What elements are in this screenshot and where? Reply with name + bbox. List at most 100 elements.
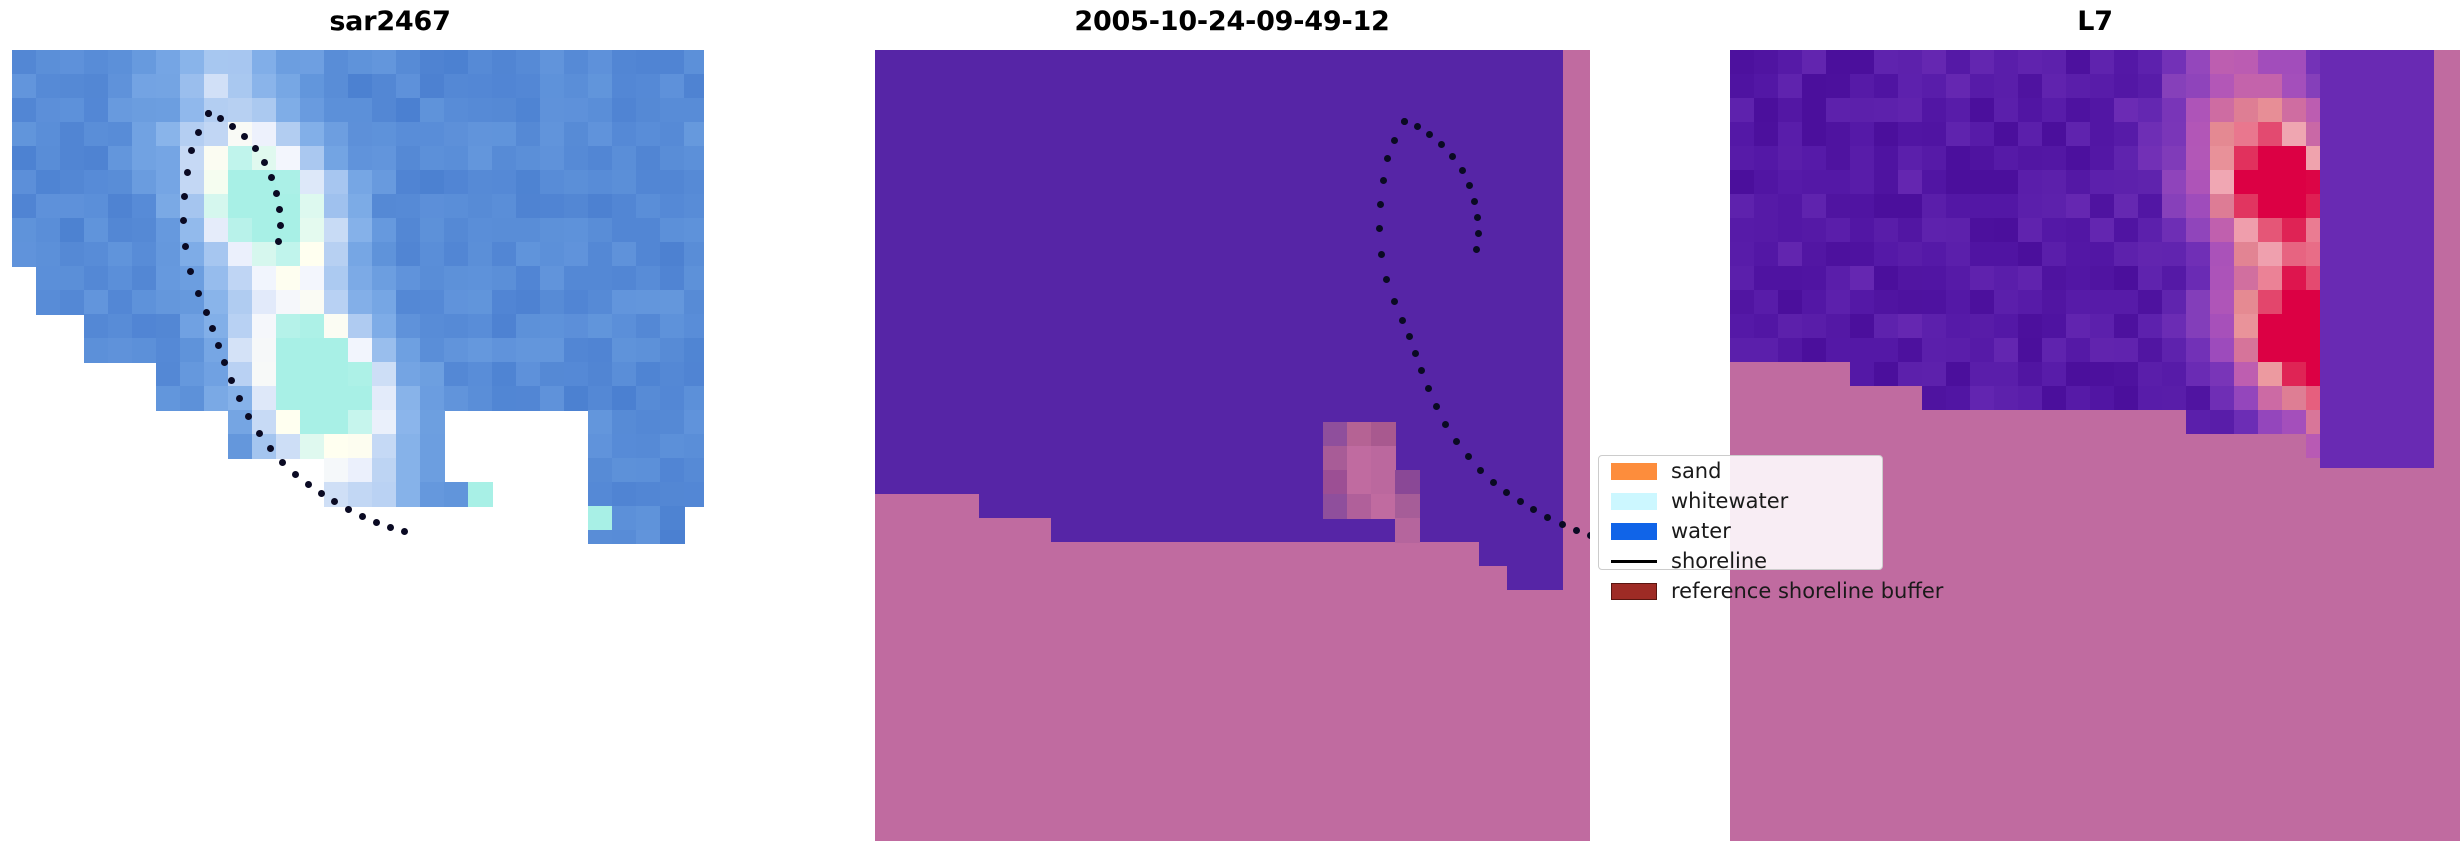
raster-cell (2042, 98, 2067, 123)
raster-cell (684, 266, 704, 291)
raster-cell (276, 338, 301, 363)
raster-cell (396, 122, 421, 147)
raster-cell (372, 218, 397, 243)
raster-cell (1946, 290, 1971, 315)
raster-cell (2018, 266, 2043, 291)
raster-cell (396, 194, 421, 219)
raster-cell (1730, 170, 1755, 195)
raster-cell (1994, 338, 2019, 363)
raster-cell (1970, 218, 1995, 243)
raster-cell (2210, 218, 2235, 243)
raster-cell (2162, 218, 2187, 243)
raster-cell (276, 362, 301, 387)
raster-cell (420, 146, 445, 171)
raster-cell (1754, 338, 1779, 363)
raster-cell (324, 242, 349, 267)
raster-cell (2114, 290, 2139, 315)
raster-cell (2114, 266, 2139, 291)
raster-cell (636, 50, 661, 75)
raster-cell (396, 266, 421, 291)
raster-cell (2042, 314, 2067, 339)
raster-cell (1826, 314, 1851, 339)
raster-cell (564, 194, 589, 219)
raster-cell (2042, 218, 2067, 243)
shoreline-point (276, 221, 284, 229)
raster-cell (420, 50, 445, 75)
raster-cell (132, 266, 157, 291)
raster-cell (636, 458, 661, 483)
shoreline-point (1544, 513, 1552, 521)
raster-cell (2138, 218, 2163, 243)
raster-cell (1347, 470, 1372, 495)
raster-cell (252, 74, 277, 99)
raster-cell (1395, 518, 1420, 543)
raster-cell (276, 242, 301, 267)
raster-cell (588, 194, 613, 219)
raster-cell (1802, 266, 1827, 291)
raster-cell (588, 434, 613, 459)
raster-cell (276, 314, 301, 339)
raster-cell (2234, 338, 2259, 363)
raster-cell (2234, 74, 2259, 99)
raster-cell (132, 338, 157, 363)
raster-cell (2186, 266, 2211, 291)
raster-cell (420, 314, 445, 339)
raster-cell (276, 386, 301, 411)
raster-cell (612, 410, 637, 435)
raster-cell (540, 218, 565, 243)
raster-cell (564, 98, 589, 123)
raster-cell (612, 314, 637, 339)
raster-cell (2138, 266, 2163, 291)
raster-cell (660, 434, 685, 459)
raster-cell (636, 98, 661, 123)
raster-cell (660, 482, 685, 507)
raster-cell (516, 314, 541, 339)
raster-cell (300, 314, 325, 339)
raster-cell (1898, 170, 1923, 195)
raster-cell (372, 314, 397, 339)
raster-panel-timestamp[interactable] (875, 50, 1590, 841)
raster-cell (492, 194, 517, 219)
shoreline-point (1425, 130, 1433, 138)
legend-label-water: water (1671, 519, 1731, 543)
raster-cell (1874, 98, 1899, 123)
raster-cell (2066, 290, 2091, 315)
raster-cell (1994, 98, 2019, 123)
raster-cell (1850, 194, 1875, 219)
raster-cell (1754, 50, 1779, 75)
raster-cell (2138, 74, 2163, 99)
raster-cell (684, 98, 704, 123)
shoreline-point (1375, 224, 1383, 232)
raster-cell (540, 314, 565, 339)
shoreline-point (202, 308, 210, 316)
raster-cell (396, 146, 421, 171)
raster-cell (36, 50, 61, 75)
raster-cell (2042, 122, 2067, 147)
raster-cell (516, 242, 541, 267)
raster-cell (2090, 314, 2115, 339)
legend-item-sand: sand (1599, 456, 1882, 486)
raster-cell (1850, 50, 1875, 75)
raster-cell (1754, 74, 1779, 99)
raster-cell (36, 218, 61, 243)
raster-cell (2114, 50, 2139, 75)
raster-cell (2258, 194, 2283, 219)
raster-cell (1874, 170, 1899, 195)
raster-cell (12, 146, 37, 171)
raster-cell (1754, 314, 1779, 339)
raster-cell (1778, 242, 1803, 267)
raster-cell (684, 314, 704, 339)
shoreline-point (274, 237, 282, 245)
panel-title-timestamp: 2005-10-24-09-49-12 (1074, 6, 1390, 37)
raster-cell (1874, 290, 1899, 315)
raster-cell (420, 194, 445, 219)
raster-panel-l7[interactable] (1730, 50, 2460, 841)
raster-panel-sar[interactable] (12, 50, 704, 544)
raster-cell (2162, 194, 2187, 219)
raster-cell (2258, 74, 2283, 99)
shoreline-point (1411, 349, 1419, 357)
raster-cell (132, 98, 157, 123)
raster-cell (12, 50, 37, 75)
raster-cell (324, 194, 349, 219)
legend[interactable]: sand whitewater water shoreline referenc… (1598, 455, 1943, 603)
